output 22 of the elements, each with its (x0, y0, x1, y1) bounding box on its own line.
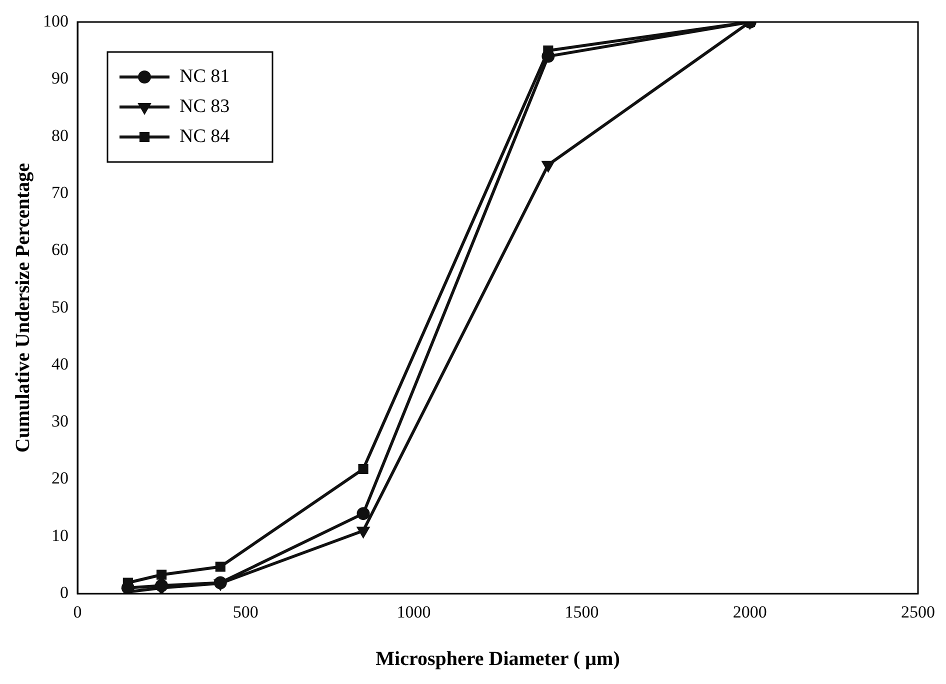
y-tick-label: 50 (52, 297, 68, 316)
y-tick-label: 10 (52, 526, 68, 545)
y-tick-label: 0 (60, 583, 68, 602)
y-tick-label: 40 (52, 354, 68, 374)
y-tick-label: 60 (52, 240, 68, 260)
x-tick-label: 500 (232, 602, 258, 622)
y-tick-label: 80 (52, 126, 68, 145)
x-tick-label: 2500 (901, 602, 935, 622)
legend-label: NC 84 (180, 126, 230, 147)
x-tick-label: 2000 (732, 602, 767, 622)
x-tick-label: 1500 (564, 602, 599, 622)
legend-label: NC 81 (180, 66, 230, 87)
y-tick-label: 70 (52, 182, 68, 202)
x-axis-title: Microsphere Diameter ( µm) (376, 648, 620, 670)
y-tick-label: 90 (52, 68, 68, 88)
legend-label: NC 83 (180, 96, 230, 117)
x-tick-label: 1000 (396, 602, 431, 622)
y-tick-label: 20 (52, 468, 68, 488)
x-tick-label: 0 (73, 602, 82, 622)
y-tick-label: 30 (52, 412, 68, 431)
y-axis-title: Cumulative Undersize Percentage (12, 162, 34, 453)
y-tick-label: 100 (43, 11, 68, 30)
